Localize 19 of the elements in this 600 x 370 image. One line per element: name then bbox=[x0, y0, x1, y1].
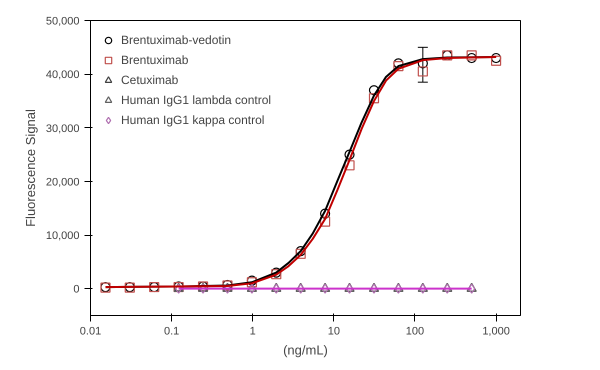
y-tick-label: 20,000 bbox=[46, 176, 80, 188]
y-axis-title: Fluorescence Signal bbox=[22, 108, 38, 227]
legend-label: Human IgG1 lambda control bbox=[121, 93, 272, 107]
x-tick-label: 1,000 bbox=[482, 326, 510, 338]
legend-label: Brentuximab-vedotin bbox=[121, 33, 232, 47]
x-tick-label: 0.01 bbox=[80, 326, 102, 338]
x-tick-label: 100 bbox=[406, 326, 424, 338]
y-tick-label: 40,000 bbox=[46, 69, 80, 82]
y-tick-label: 0 bbox=[73, 284, 80, 296]
legend-label: Brentuximab bbox=[121, 53, 188, 67]
x-axis-title: (ng/mL) bbox=[283, 342, 328, 358]
legend-label: Cetuximab bbox=[121, 73, 178, 87]
legend-label: Human IgG1 kappa control bbox=[121, 113, 264, 127]
y-tick-label: 10,000 bbox=[46, 230, 80, 242]
x-tick-label: 1 bbox=[250, 326, 256, 338]
y-tick-label: 30,000 bbox=[46, 122, 80, 135]
y-tick-label: 50,000 bbox=[46, 16, 80, 28]
x-tick-label: 10 bbox=[328, 326, 340, 338]
x-tick-label: 0.1 bbox=[164, 326, 180, 338]
